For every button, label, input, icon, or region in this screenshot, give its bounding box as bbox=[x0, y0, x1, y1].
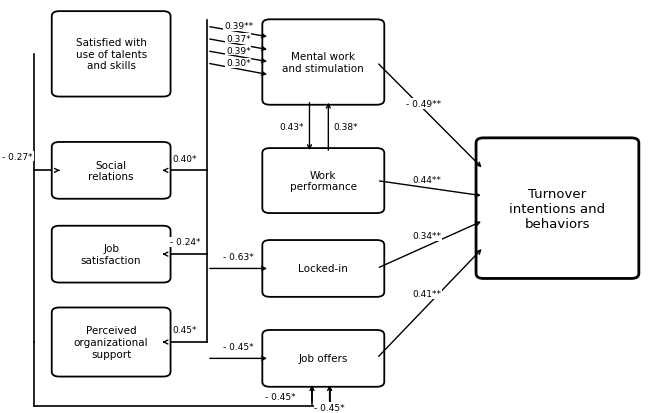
Text: 0.37*: 0.37* bbox=[226, 35, 250, 43]
Text: Mental work
and stimulation: Mental work and stimulation bbox=[283, 52, 364, 74]
Text: 0.41**: 0.41** bbox=[413, 290, 441, 299]
Text: 0.45*: 0.45* bbox=[173, 325, 198, 335]
Text: Work
performance: Work performance bbox=[290, 170, 357, 192]
Text: - 0.63*: - 0.63* bbox=[223, 252, 254, 261]
Text: - 0.45*: - 0.45* bbox=[223, 342, 254, 351]
Text: 0.43*: 0.43* bbox=[280, 123, 304, 132]
Text: - 0.45*: - 0.45* bbox=[315, 403, 345, 412]
Text: - 0.49**: - 0.49** bbox=[406, 100, 441, 109]
Text: 0.34**: 0.34** bbox=[413, 231, 441, 240]
Text: 0.40*: 0.40* bbox=[173, 154, 198, 163]
FancyBboxPatch shape bbox=[262, 240, 385, 297]
Text: 0.39*: 0.39* bbox=[226, 47, 250, 56]
Text: 0.38*: 0.38* bbox=[334, 123, 358, 132]
Text: Turnover
intentions and
behaviors: Turnover intentions and behaviors bbox=[509, 187, 606, 230]
FancyBboxPatch shape bbox=[262, 20, 385, 105]
Text: Job offers: Job offers bbox=[299, 354, 348, 363]
Text: 0.30*: 0.30* bbox=[226, 59, 250, 68]
Text: - 0.27*: - 0.27* bbox=[2, 152, 33, 161]
Text: Job
satisfaction: Job satisfaction bbox=[81, 244, 141, 265]
FancyBboxPatch shape bbox=[52, 308, 171, 377]
FancyBboxPatch shape bbox=[262, 149, 385, 214]
FancyBboxPatch shape bbox=[52, 12, 171, 97]
FancyBboxPatch shape bbox=[52, 226, 171, 283]
Text: Locked-in: Locked-in bbox=[298, 264, 348, 274]
Text: 0.44**: 0.44** bbox=[413, 175, 441, 184]
Text: Perceived
organizational
support: Perceived organizational support bbox=[74, 325, 148, 359]
Text: Social
relations: Social relations bbox=[88, 160, 134, 182]
Text: 0.39**: 0.39** bbox=[224, 22, 253, 31]
FancyBboxPatch shape bbox=[52, 142, 171, 199]
FancyBboxPatch shape bbox=[476, 138, 639, 279]
Text: Satisfied with
use of talents
and skills: Satisfied with use of talents and skills bbox=[75, 38, 146, 71]
Text: - 0.24*: - 0.24* bbox=[170, 238, 200, 247]
FancyBboxPatch shape bbox=[262, 330, 385, 387]
Text: - 0.45*: - 0.45* bbox=[266, 392, 296, 401]
